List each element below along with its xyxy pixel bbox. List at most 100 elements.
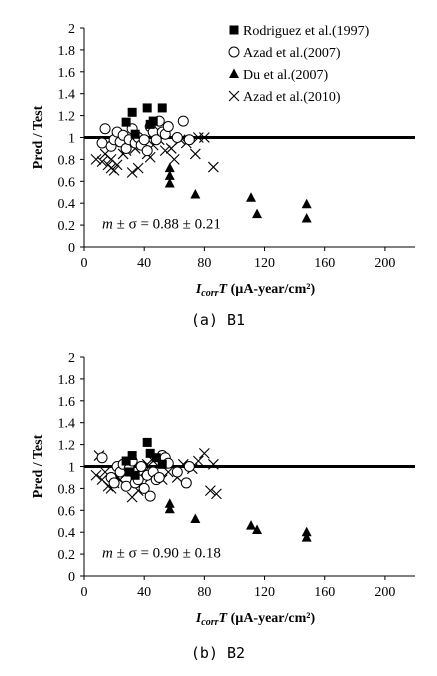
data-point-square [130,129,140,139]
data-point-circle [96,137,108,149]
y-tick-label: 1 [68,132,75,147]
data-point-triangle [301,532,312,542]
y-tick-label: 1.8 [58,373,76,388]
data-point-circle [183,461,195,472]
data-point-triangle [246,192,257,202]
y-tick-label: 0.4 [58,526,76,541]
y-tick-label: 1.4 [58,88,76,103]
y-axis-label: Pred / Test [31,434,46,498]
data-point-circle [180,477,192,489]
data-point-square [121,117,131,127]
series-2 [96,450,195,502]
data-point-square [157,459,167,469]
data-point-triangle [164,177,175,188]
y-tick-label: 1.8 [58,44,76,59]
series-3 [164,162,312,223]
chart-panel-1: 0 0.2 0.4 0.6 0.8 1 1.2 1.4 1.6 1.8 2 0 40 80 120 160 20… [31,22,415,299]
y-tick-label: 0.8 [58,482,76,497]
x-tick-label: 200 [374,256,395,271]
data-point-circle [138,482,150,494]
data-point-circle [120,480,132,492]
data-point-cross [126,167,138,178]
x-label-symbol: I [195,611,202,626]
data-point-square [130,470,140,480]
legend-label: Azad et al.(2007) [243,46,341,61]
data-point-triangle [252,208,263,219]
x-label-t: T [219,282,229,297]
data-point-circle [171,132,183,143]
legend-label: Du et al.(2007) [243,68,328,83]
data-point-square [148,116,158,126]
series-1 [121,437,167,480]
x-axis-label: IcorrT (µA-year/cm²) [195,611,316,628]
data-point-circle [183,134,195,146]
y-tick-label: 2 [68,22,75,37]
x-label-units: (µA-year/cm²) [227,282,315,297]
data-point-circle [141,145,153,157]
data-point-square [142,437,152,447]
y-tick-label: 0 [68,241,75,256]
y-tick-label: 0.2 [58,548,76,563]
y-tick-label: 0.6 [58,175,76,190]
data-point-triangle [190,188,201,199]
data-point-square [142,103,152,113]
data-point-triangle [229,68,239,78]
y-axis-label: Pred / Test [31,105,46,169]
x-tick-label: 160 [314,585,335,600]
data-point-square [157,103,167,113]
data-point-cross [90,469,102,481]
data-point-cross [111,159,123,171]
data-point-circle [138,134,150,146]
stats-symbol: m [102,545,113,561]
x-label-subscript: corr [201,617,218,628]
data-point-circle [171,466,183,478]
data-point-triangle [301,213,312,223]
legend-label: Rodriguez et al.(1997) [243,24,370,39]
data-point-cross [228,90,240,102]
figure-caption: (b) B2 [191,644,245,662]
stats-annotation: m ± σ = 0.90 ± 0.18 [102,545,221,561]
stats-value: ± σ = 0.90 ± 0.18 [113,545,221,561]
data-point-square [121,456,131,466]
stats-annotation: m ± σ = 0.88 ± 0.21 [102,216,221,232]
x-tick-label: 200 [374,585,395,600]
data-point-circle [153,471,165,483]
x-tick-label: 80 [197,256,211,271]
y-tick-label: 1.2 [58,110,76,125]
data-point-cross [159,145,171,157]
data-point-square [127,451,137,461]
series-2 [96,115,195,157]
series-1 [121,103,167,139]
x-tick-label: 40 [137,585,151,600]
data-point-circle [177,115,189,127]
data-point-cross [168,154,180,165]
data-point-cross [211,488,222,500]
data-point-triangle [301,198,312,209]
legend-label: Azad et al.(2010) [243,90,341,105]
data-point-circle [228,46,240,58]
data-point-triangle [164,162,175,173]
y-tick-label: 0.2 [58,219,76,234]
y-tick-label: 2 [68,351,75,366]
data-point-circle [162,121,174,133]
y-tick-label: 1.2 [58,439,76,454]
data-point-cross [198,447,210,459]
data-point-cross [132,162,144,174]
data-point-cross [108,164,120,176]
x-label-subscript: corr [201,288,218,299]
x-axis-label: IcorrT (µA-year/cm²) [195,282,316,299]
data-point-triangle [164,498,175,508]
x-tick-label: 0 [81,256,88,271]
y-tick-label: 1.4 [58,417,76,432]
data-point-cross [189,148,201,160]
chart-panel-2: 0 0.2 0.4 0.6 0.8 1 1.2 1.4 1.6 1.8 2 0 40 80 120 160 20… [31,351,415,628]
x-tick-label: 40 [137,256,151,271]
x-label-symbol: I [195,282,202,297]
data-point-square [145,448,155,458]
stats-symbol: m [102,216,113,232]
data-point-square [127,107,137,117]
data-point-triangle [164,170,175,180]
y-tick-label: 1.6 [58,66,76,81]
data-point-triangle [164,503,175,514]
